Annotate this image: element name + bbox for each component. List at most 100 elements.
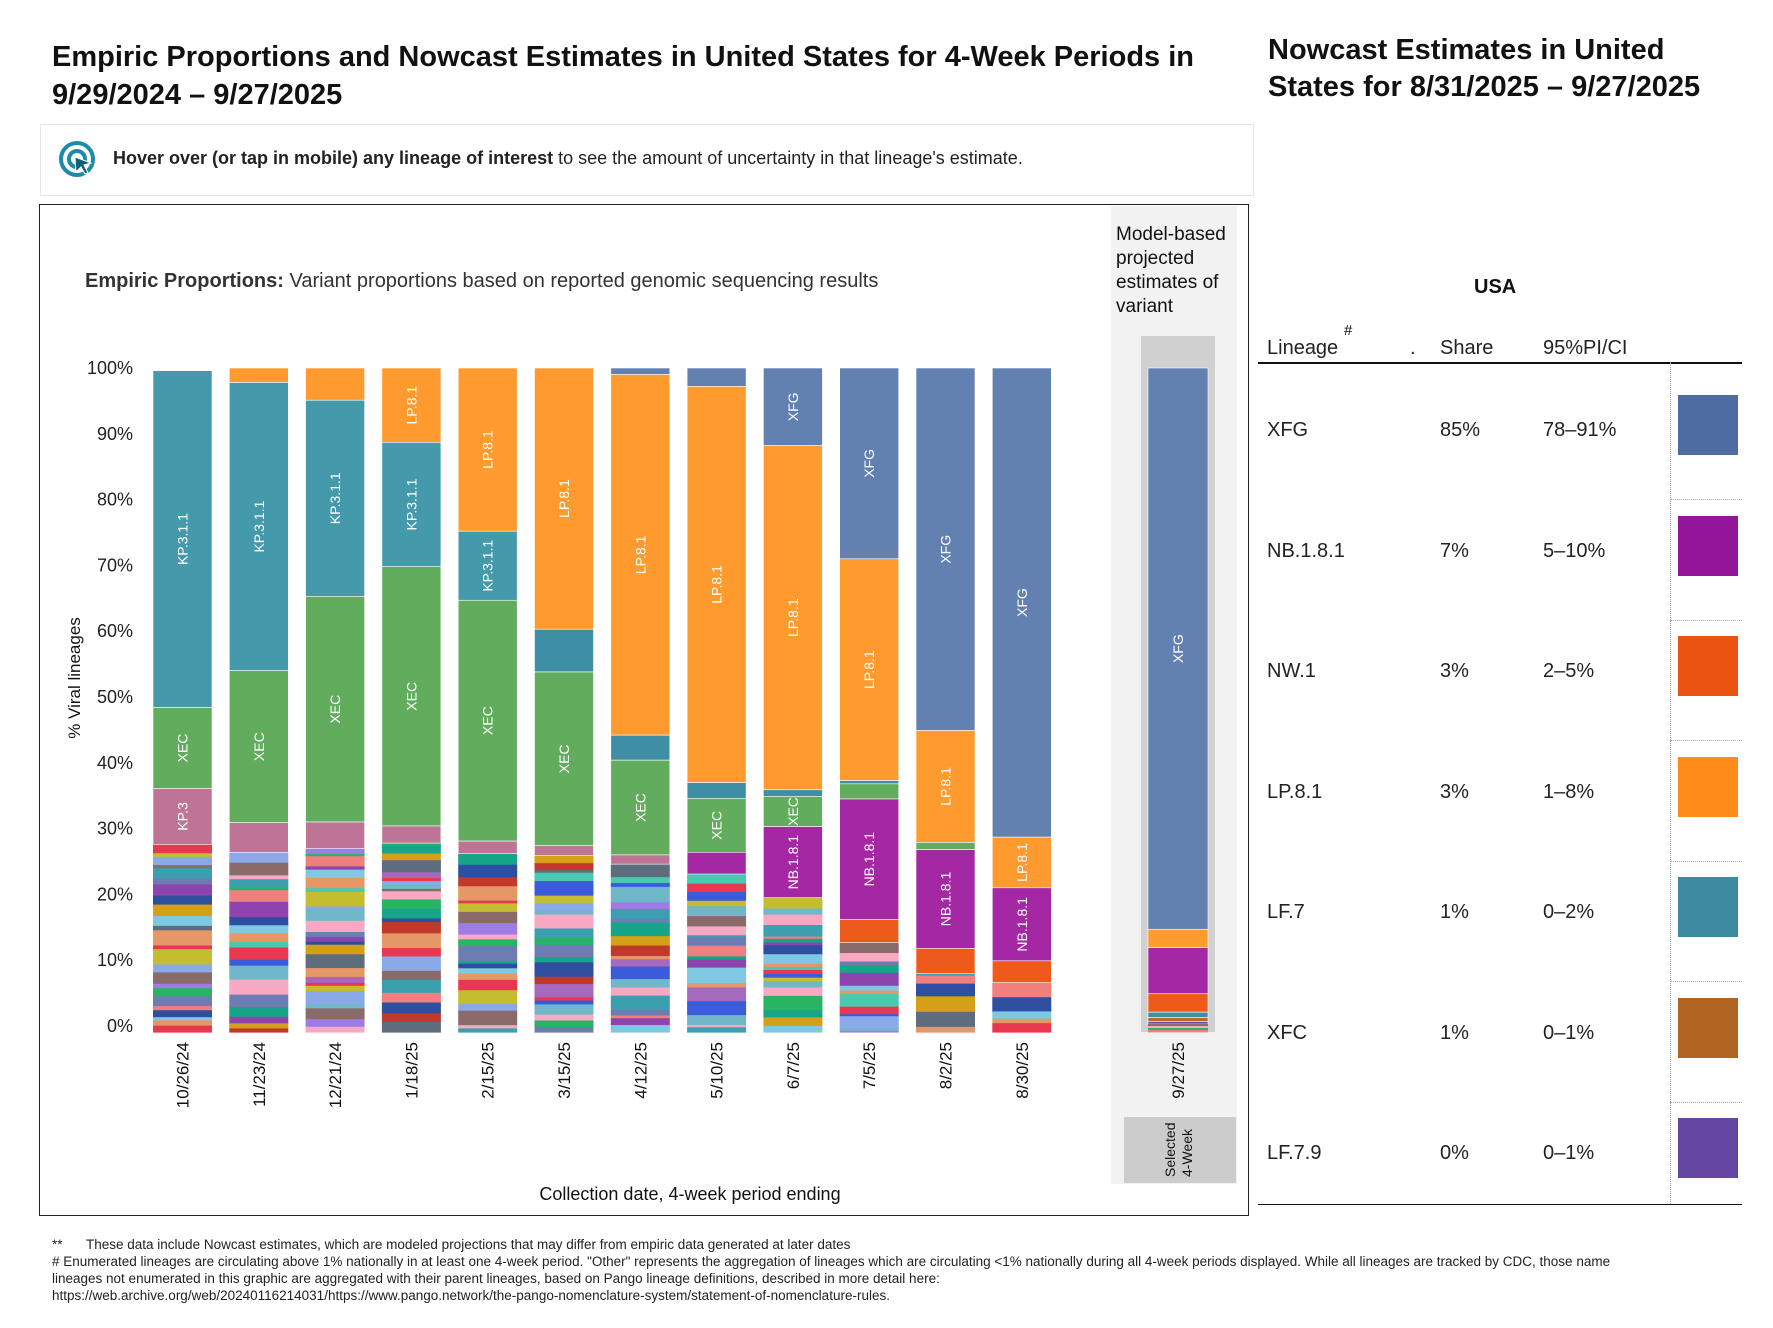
segment-label: LP.8.1 <box>632 535 648 574</box>
segment-kp-3-1-1 <box>305 399 365 597</box>
other-lineage-segment <box>839 1016 899 1029</box>
segment-xfg <box>915 367 976 731</box>
x-tick-label: 10/26/24 <box>174 1042 193 1108</box>
footnote-hash-link[interactable]: https://web.archive.org/web/202401162140… <box>52 1288 890 1303</box>
other-lineage-segment <box>534 895 594 904</box>
other-lineage-segment <box>153 964 212 974</box>
other-lineage-segment <box>153 949 212 966</box>
other-lineage-segment <box>916 1026 975 1033</box>
other-lineage-segment <box>458 1028 518 1033</box>
other-lineage-segment <box>610 877 670 884</box>
other-lineage-segment <box>229 925 289 935</box>
table-row[interactable]: LF.7 1% 0–2% <box>1258 865 1742 985</box>
table-row[interactable]: XFG 85% 78–91% <box>1258 383 1742 503</box>
row-separator <box>1670 860 1742 862</box>
hover-hint-box: Hover over (or tap in mobile) any lineag… <box>40 124 1254 196</box>
segment-lp-8-1 <box>305 367 365 401</box>
segment-lf-7 <box>610 734 671 761</box>
table-row[interactable]: NB.1.8.1 7% 5–10% <box>1258 504 1742 624</box>
selected-label-line1: Selected <box>1162 1123 1178 1177</box>
other-lineage-segment <box>610 918 670 924</box>
other-lineage-segment <box>305 954 365 969</box>
header-ci: 95%PI/CI <box>1543 337 1628 359</box>
other-lineage-segment <box>839 961 899 966</box>
other-lineage-segment <box>305 856 365 867</box>
other-lineage-segment <box>763 936 823 940</box>
other-lineage-segment <box>153 884 212 897</box>
selected-period-button[interactable] <box>1124 1117 1236 1183</box>
header-lineage: Lineage <box>1267 337 1339 359</box>
other-lineage-segment <box>534 957 594 963</box>
other-lineage-segment <box>839 1030 899 1033</box>
other-lineage-segment <box>381 922 441 934</box>
other-lineage-segment <box>763 942 823 946</box>
segment-label: XEC <box>556 744 572 773</box>
other-lineage-segment <box>992 1018 1052 1024</box>
row-share: 0% <box>1440 1142 1469 1164</box>
other-lineage-segment <box>229 1023 289 1029</box>
row-ci: 78–91% <box>1543 419 1617 441</box>
y-tick-label: 40% <box>97 753 133 773</box>
y-tick-label: 10% <box>97 950 133 970</box>
other-lineage-segment <box>381 909 441 919</box>
segment-lp-8-1 <box>610 374 671 736</box>
other-lineage-segment <box>687 1027 747 1033</box>
other-lineage-segment <box>610 864 670 878</box>
other-lineage-segment <box>610 1018 670 1026</box>
swatch-column <box>1670 362 1743 1204</box>
x-tick-label: 8/2/25 <box>937 1042 956 1089</box>
other-lineage-segment <box>153 1020 212 1027</box>
table-row[interactable]: XFC 1% 0–1% <box>1258 986 1742 1106</box>
other-lineage-segment <box>763 938 823 944</box>
other-lineage-segment <box>534 928 594 939</box>
other-lineage-segment <box>229 965 289 981</box>
other-lineage-segment <box>153 988 212 998</box>
other-lineage-segment <box>305 891 365 908</box>
x-tick-label: 12/21/24 <box>326 1042 345 1108</box>
other-lineage-segment <box>992 997 1052 1013</box>
segment-label: XFG <box>1014 588 1030 617</box>
other-lineage-segment <box>229 959 289 967</box>
other-lineage-segment <box>381 853 441 861</box>
other-lineage-segment <box>534 1014 594 1022</box>
other-lineage-segment <box>229 947 289 961</box>
table-row[interactable]: LF.7.9 0% 0–1% <box>1258 1106 1742 1226</box>
other-lineage-segment <box>916 1011 975 1028</box>
other-lineage-segment <box>381 1013 441 1023</box>
segment-label: KP.3.1.1 <box>480 540 496 592</box>
other-lineage-segment <box>534 938 594 946</box>
row-color-swatch <box>1678 756 1738 817</box>
segment-kp-3-1-1 <box>457 530 518 601</box>
table-row[interactable]: NW.1 3% 2–5% <box>1258 624 1742 744</box>
other-lineage-segment <box>763 963 823 968</box>
other-lineage-segment <box>610 1025 670 1033</box>
other-lineage-segment <box>839 953 899 963</box>
other-lineage-segment <box>534 962 594 978</box>
other-lineage-segment <box>610 909 670 920</box>
other-lineage-segment <box>229 1007 289 1018</box>
other-lineage-segment <box>687 935 747 938</box>
y-tick-label: 60% <box>97 621 133 641</box>
other-lineage-segment <box>458 911 518 924</box>
segment-label: KP.3.1.1 <box>175 513 191 565</box>
segment-kp-3-1-1 <box>229 382 289 671</box>
segment-label: KP.3.1.1 <box>403 478 419 530</box>
footnote-star-mark: ** <box>52 1237 63 1252</box>
other-lineage-segment <box>305 976 365 984</box>
other-lineage-segment <box>534 984 594 998</box>
other-lineage-segment <box>916 996 975 1013</box>
other-lineage-segment <box>610 987 670 997</box>
other-lineage-segment <box>458 939 518 947</box>
row-share: 3% <box>1440 660 1469 682</box>
other-lineage-segment <box>992 982 1052 998</box>
other-lineage-segment <box>458 877 518 887</box>
other-lineage-segment <box>839 1014 899 1017</box>
segment-lp-8-1 <box>457 367 518 532</box>
table-row[interactable]: LP.8.1 3% 1–8% <box>1258 745 1742 865</box>
other-lineage-segment <box>381 878 441 882</box>
segment-label: KP.3 <box>175 802 191 831</box>
segment-nb-1-8-1 <box>991 887 1052 962</box>
segment-label: NB.1.8.1 <box>1014 897 1030 952</box>
row-share: 1% <box>1440 1021 1469 1044</box>
